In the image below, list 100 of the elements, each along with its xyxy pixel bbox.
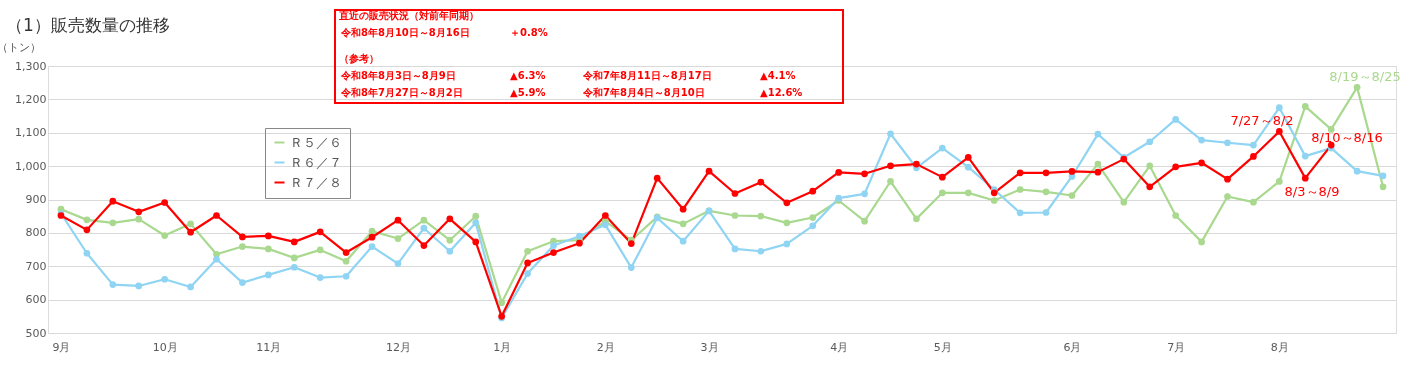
point	[887, 130, 894, 138]
y-tick-label: 1,300	[15, 59, 47, 73]
point	[679, 205, 687, 213]
y-tick-label: 500	[25, 326, 47, 340]
point	[161, 275, 169, 283]
point	[913, 160, 920, 168]
point	[783, 240, 791, 248]
point	[1172, 116, 1180, 123]
point	[783, 199, 791, 207]
point	[887, 178, 894, 185]
point	[757, 247, 765, 255]
annotation: 令和7年8月4日～8月10日	[582, 87, 705, 98]
annotation: 令和8年8月3日～8月9日	[340, 70, 456, 81]
point	[1353, 167, 1361, 175]
point	[601, 212, 609, 219]
y-tick-label: 700	[25, 259, 47, 273]
point	[524, 247, 531, 255]
point	[161, 232, 169, 239]
point	[861, 170, 868, 178]
point	[861, 190, 868, 198]
point	[472, 219, 480, 227]
point	[1120, 198, 1128, 206]
point	[1250, 141, 1257, 149]
point	[809, 214, 817, 221]
point	[264, 232, 272, 240]
point	[213, 255, 220, 263]
point	[938, 189, 946, 197]
point	[342, 272, 350, 280]
annotation: ▲12.6%	[760, 87, 803, 98]
point	[990, 197, 998, 204]
point	[1379, 172, 1387, 180]
point	[420, 216, 428, 224]
point	[679, 220, 687, 228]
point	[1301, 103, 1309, 110]
annotation: 7/27～8/2	[1230, 113, 1294, 128]
point	[1327, 126, 1335, 133]
annotation: ▲4.1%	[760, 70, 796, 81]
point	[1016, 169, 1024, 177]
x-tick-label: 10月	[152, 340, 178, 354]
point	[938, 173, 946, 181]
point	[83, 249, 91, 257]
point	[964, 154, 972, 161]
point	[446, 236, 454, 244]
x-tick-label: 4月	[830, 340, 849, 354]
point	[213, 212, 220, 219]
legend-label: Ｒ７／８	[290, 174, 342, 190]
point	[1198, 238, 1205, 246]
point	[731, 245, 739, 253]
point	[705, 167, 713, 175]
point	[187, 283, 194, 291]
point	[135, 282, 143, 290]
legend-label: Ｒ５／６	[290, 134, 342, 150]
point	[679, 237, 687, 245]
point	[1016, 209, 1024, 217]
x-tick-label: 7月	[1167, 340, 1186, 354]
chart-title: （1）販売数量の推移	[6, 15, 170, 35]
point	[653, 174, 661, 182]
y-tick-label: 800	[25, 226, 47, 240]
point	[1068, 192, 1076, 199]
point	[757, 178, 765, 186]
point	[524, 270, 531, 277]
y-tick-label: 1,100	[15, 126, 47, 140]
point	[239, 233, 246, 241]
point	[472, 212, 480, 220]
text: （参考）	[339, 53, 379, 64]
x-tick-label: 2月	[596, 340, 615, 354]
annotation: 令和8年7月27日～8月2日	[340, 87, 463, 98]
point	[1301, 152, 1309, 160]
x-tick-label: 9月	[52, 340, 71, 354]
point	[1146, 162, 1154, 170]
point	[938, 144, 946, 152]
point	[1042, 188, 1050, 196]
point	[1146, 138, 1154, 146]
point	[368, 233, 376, 241]
point	[368, 227, 376, 235]
point	[368, 243, 376, 250]
point	[394, 216, 402, 224]
point	[731, 212, 739, 219]
point	[1094, 168, 1102, 176]
y-tick-label: 600	[25, 293, 47, 307]
annotation: 8/3～8/9	[1284, 184, 1340, 199]
point	[316, 274, 324, 281]
text: ＋0.8%	[510, 27, 548, 38]
point	[1250, 153, 1257, 160]
x-tick-label: 11月	[256, 340, 282, 354]
point	[1353, 84, 1361, 91]
point	[420, 242, 428, 249]
annotation: ▲6.3%	[510, 70, 546, 81]
point	[964, 163, 972, 171]
point	[316, 228, 324, 236]
point	[342, 257, 350, 265]
point	[757, 212, 765, 220]
point	[239, 279, 246, 286]
point	[1042, 169, 1050, 177]
x-tick-label: 3月	[700, 340, 719, 354]
point	[887, 162, 894, 170]
text: 令和8年8月10日～8月16日	[340, 27, 470, 38]
point	[1224, 139, 1231, 147]
point	[83, 226, 91, 234]
annotation: ▲5.9%	[510, 87, 546, 98]
